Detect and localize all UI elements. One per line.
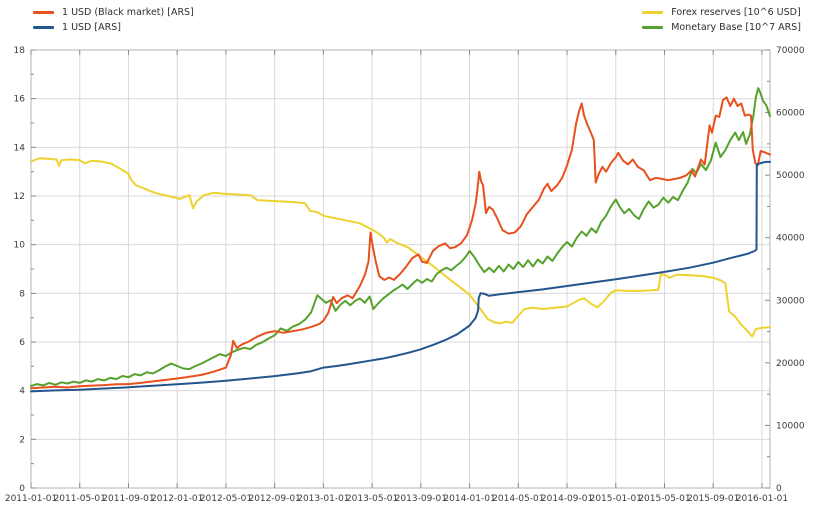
y-left-tick-label: 2	[19, 435, 25, 445]
series-line-2	[30, 157, 771, 338]
x-tick-label: 2014-01-01	[443, 494, 495, 504]
y-left-tick-label: 6	[19, 338, 25, 348]
y-right-tick-label: 30000	[776, 296, 805, 306]
y-right-tick-label: 20000	[776, 359, 805, 369]
y-left-tick-label: 12	[14, 192, 25, 202]
y-left-tick-label: 18	[14, 46, 26, 56]
series-line-0	[30, 96, 771, 390]
x-tick-label: 2014-09-01	[541, 494, 593, 504]
x-tick-label: 2016-01-01	[736, 494, 788, 504]
official-rate-line-swatch	[33, 26, 54, 29]
monetary-base-line-swatch	[642, 26, 664, 29]
y-left-tick-label: 8	[19, 289, 25, 299]
y-right-tick-label: 40000	[776, 234, 805, 244]
y-left-tick-label: 14	[14, 143, 26, 153]
legend-right: Forex reserves [10^6 USD] Monetary Base …	[642, 7, 801, 33]
x-tick-label: 2011-05-01	[54, 494, 106, 504]
x-tick-label: 2013-05-01	[346, 494, 398, 504]
x-tick-label: 2011-09-01	[102, 494, 154, 504]
y-right-tick-label: 10000	[776, 421, 805, 431]
y-left-tick-label: 10	[14, 241, 26, 251]
legend-item-monetary-base: Monetary Base [10^7 ARS]	[642, 22, 801, 33]
y-right-tick-label: 70000	[776, 46, 805, 56]
legend-label-black-market-rate: 1 USD (Black market) [ARS]	[62, 7, 194, 18]
x-tick-label: 2015-05-01	[638, 494, 690, 504]
series-line-3	[30, 87, 771, 387]
x-tick-label: 2014-05-01	[492, 494, 544, 504]
y-left-tick-label: 16	[14, 95, 26, 105]
y-right-tick-label: 60000	[776, 109, 805, 119]
x-tick-label: 2015-01-01	[590, 494, 642, 504]
x-tick-label: 2013-01-01	[297, 494, 349, 504]
y-left-tick-label: 4	[19, 387, 25, 397]
x-tick-label: 2012-09-01	[248, 494, 300, 504]
x-tick-label: 2015-09-01	[687, 494, 739, 504]
y-right-tick-label: 50000	[776, 171, 805, 181]
black-market-line-swatch	[33, 11, 54, 14]
y-left-tick-label: 0	[19, 484, 25, 494]
x-tick-label: 2013-09-01	[395, 494, 447, 504]
legend-label-monetary-base: Monetary Base [10^7 ARS]	[671, 22, 801, 33]
legend-item-black-market-rate: 1 USD (Black market) [ARS]	[33, 7, 194, 18]
forex-reserves-line-swatch	[642, 11, 664, 14]
legend-label-official-rate: 1 USD [ARS]	[62, 22, 121, 33]
y-right-tick-label: 0	[776, 484, 782, 494]
legend-item-forex-reserves: Forex reserves [10^6 USD]	[642, 7, 801, 18]
x-tick-label: 2012-05-01	[200, 494, 252, 504]
x-tick-label: 2011-01-01	[5, 494, 57, 504]
series-line-1	[30, 160, 771, 393]
legend-item-official-rate: 1 USD [ARS]	[33, 22, 194, 33]
x-tick-label: 2012-01-01	[151, 494, 203, 504]
legend-label-forex-reserves: Forex reserves [10^6 USD]	[671, 7, 801, 18]
legend-left: 1 USD (Black market) [ARS] 1 USD [ARS]	[33, 7, 194, 33]
